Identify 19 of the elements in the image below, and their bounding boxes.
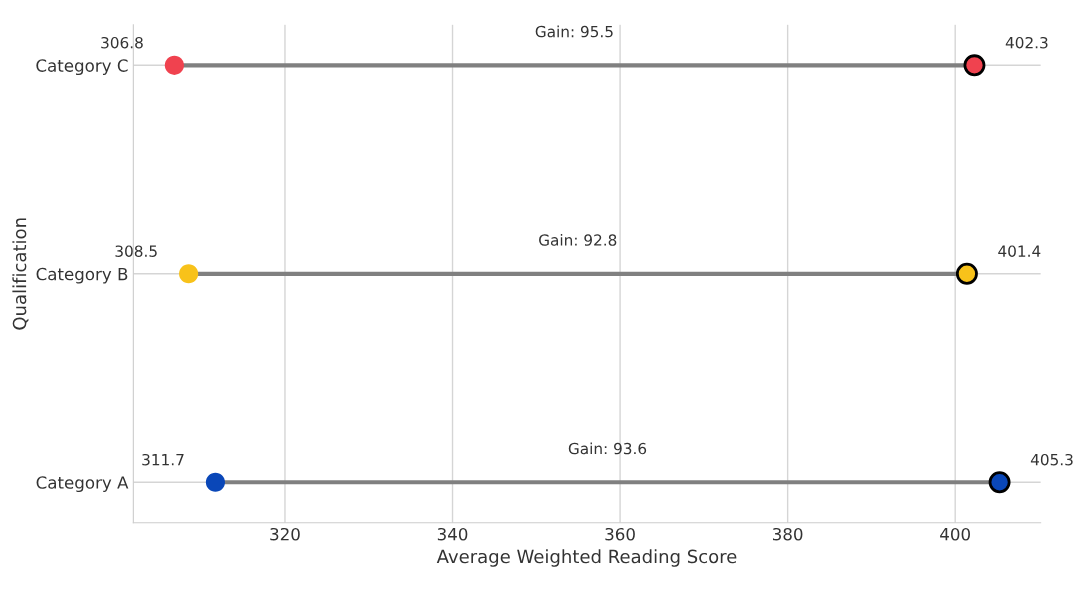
data-label: 311.7 (142, 453, 184, 466)
y-axis-title: Qualification (12, 218, 29, 330)
annotation: Gain: 95.5 (535, 25, 613, 38)
data-label: 401.4 (998, 245, 1041, 257)
x-tick-label: 360 (605, 527, 635, 541)
y-tick-label: Category A (36, 476, 129, 493)
data-label: 308.5 (115, 245, 157, 257)
y-tick-label: Category B (36, 267, 128, 284)
x-tick-label: 320 (270, 527, 300, 541)
data-label: 306.8 (101, 36, 143, 49)
data-label: 405.3 (1030, 453, 1073, 466)
annotation: Gain: 93.6 (568, 442, 647, 455)
x-tick-label: 340 (437, 527, 468, 541)
x-axis-title: Average Weighted Reading Score (436, 549, 737, 567)
x-tick-label: 400 (940, 527, 970, 541)
annotation: Gain: 92.8 (539, 234, 617, 246)
y-tick-label: Category C (36, 59, 128, 76)
data-label: 402.3 (1005, 36, 1048, 49)
x-tick-label: 380 (773, 527, 803, 541)
